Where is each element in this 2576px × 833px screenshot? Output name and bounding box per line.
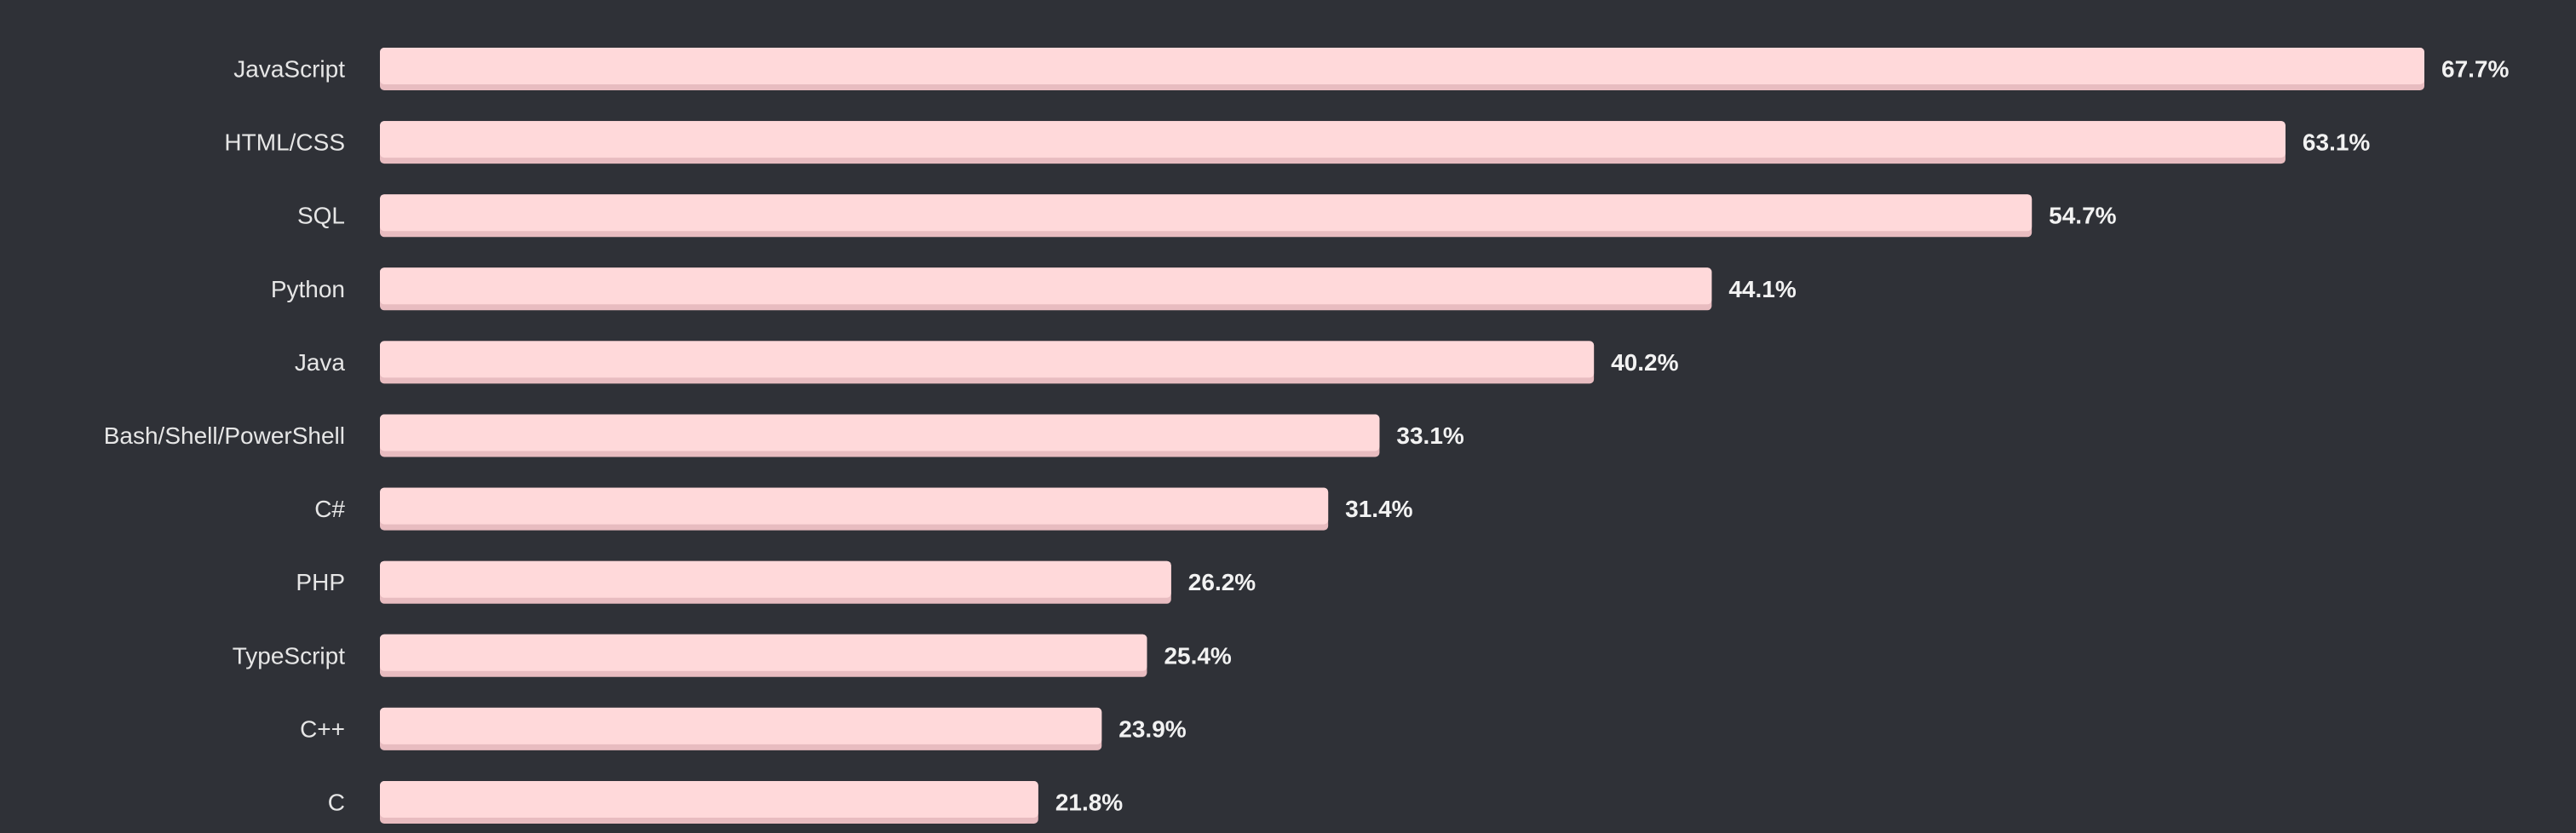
value-label-javascript: 67.7% (2441, 56, 2509, 83)
category-label-c: C++ (300, 715, 345, 742)
bar-php (380, 560, 1171, 604)
bar-fill (380, 267, 1712, 305)
category-label-java: Java (295, 349, 346, 376)
category-label-bash-shell-powershell: Bash/Shell/PowerShell (104, 422, 345, 449)
category-label-c: C# (314, 496, 345, 522)
category-label-php: PHP (296, 569, 345, 595)
value-label-c: 31.4% (1345, 496, 1412, 522)
bars-layer (380, 48, 2424, 824)
category-label-sql: SQL (297, 203, 345, 229)
value-label-c: 23.9% (1118, 715, 1186, 742)
bar-html-css (380, 121, 2286, 164)
bar-typescript (380, 634, 1147, 677)
category-label-javascript: JavaScript (233, 56, 345, 83)
bar-fill (380, 48, 2424, 84)
value-label-bash-shell-powershell: 33.1% (1396, 422, 1463, 449)
bar-fill (380, 121, 2286, 158)
bar-fill (380, 341, 1595, 378)
bar-java (380, 341, 1595, 384)
bar-fill (380, 194, 2033, 232)
value-label-python: 44.1% (1728, 276, 1796, 302)
bar-javascript (380, 48, 2424, 90)
bar-bash-shell-powershell (380, 414, 1380, 457)
value-label-typescript: 25.4% (1164, 642, 1231, 669)
category-label-typescript: TypeScript (233, 642, 345, 669)
category-label-python: Python (271, 276, 345, 302)
bar-fill (380, 634, 1147, 671)
bar-c (380, 707, 1102, 750)
bar-c (380, 781, 1038, 824)
labels-layer: JavaScript 67.7% HTML/CSS 63.1% SQL 54.7% Pyth… (104, 56, 2510, 816)
bar-fill (380, 414, 1380, 451)
category-label-html-css: HTML/CSS (224, 129, 345, 156)
bar-c (380, 487, 1329, 531)
value-label-html-css: 63.1% (2303, 129, 2370, 156)
value-label-java: 40.2% (1611, 349, 1678, 376)
bar-fill (380, 487, 1329, 525)
category-label-c: C (328, 790, 345, 816)
value-label-php: 26.2% (1188, 569, 1256, 595)
bar-fill (380, 560, 1171, 598)
bar-fill (380, 781, 1038, 818)
value-label-c: 21.8% (1055, 790, 1123, 816)
bar-python (380, 267, 1712, 311)
bar-fill (380, 707, 1102, 744)
value-label-sql: 54.7% (2049, 203, 2116, 229)
bar-sql (380, 194, 2033, 238)
